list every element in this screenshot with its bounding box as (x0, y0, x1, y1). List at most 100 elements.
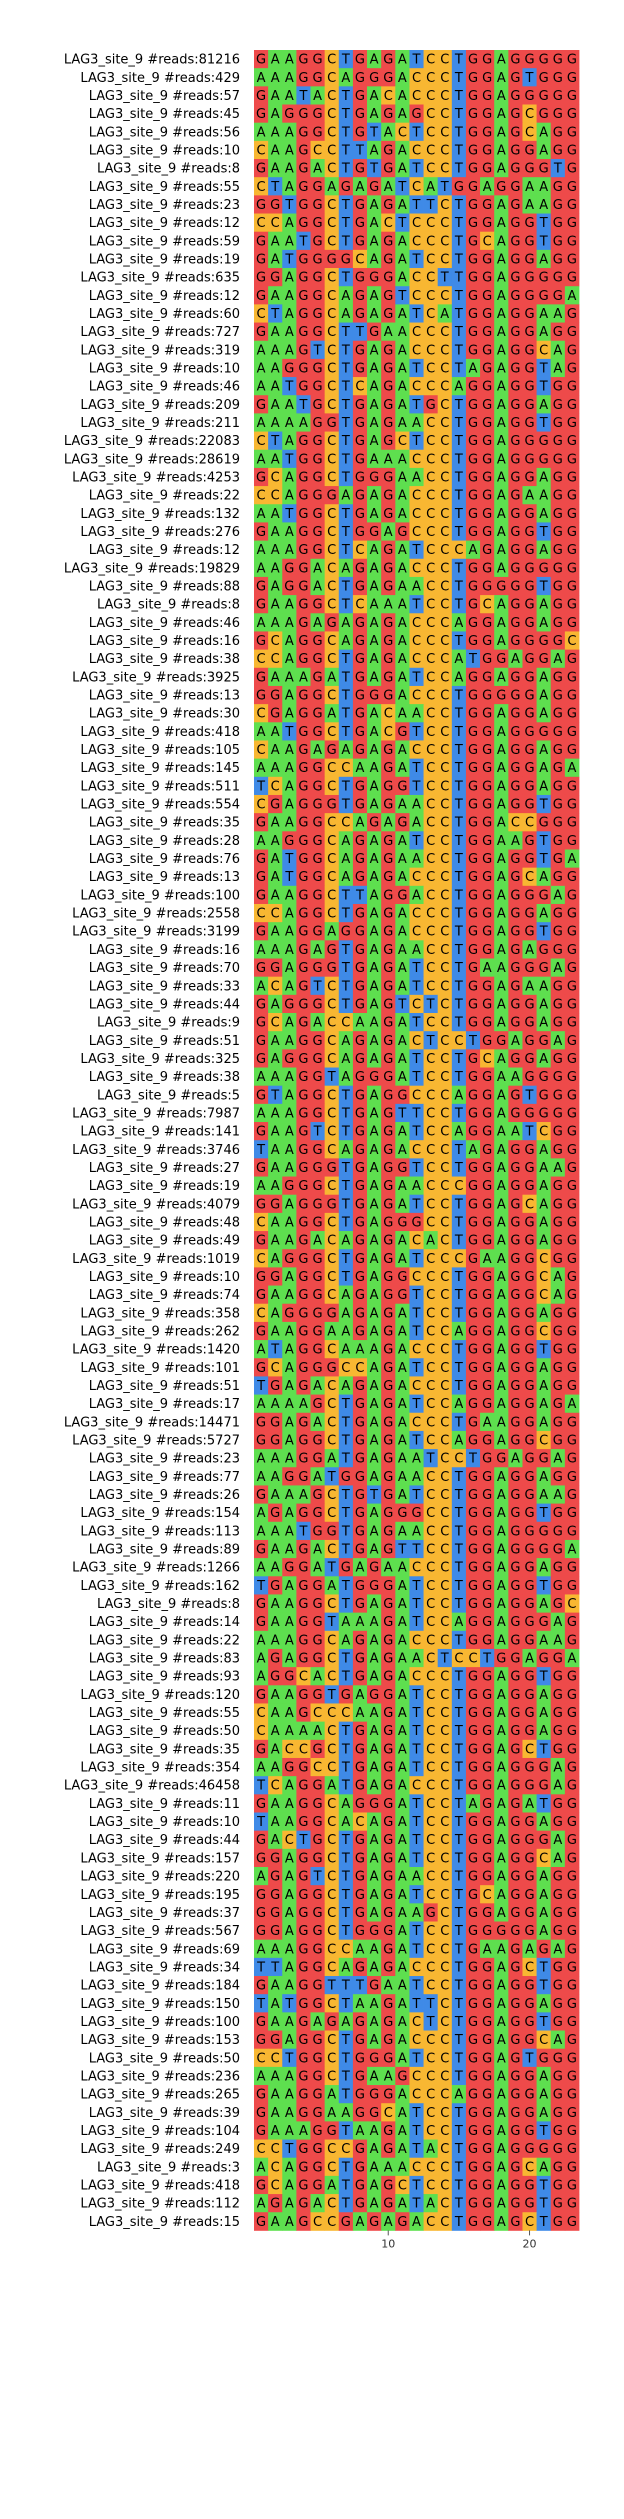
base-letter: G (313, 1960, 323, 1975)
base-letter: A (285, 634, 294, 649)
base-letter: A (285, 779, 294, 794)
base-letter: G (298, 1306, 308, 1321)
base-letter: G (468, 816, 478, 831)
base-letter: A (398, 1724, 407, 1739)
base-cell (352, 195, 368, 214)
base-letter: G (510, 707, 520, 722)
base-letter: C (440, 943, 449, 958)
base-letter: C (327, 1215, 336, 1230)
base-letter: A (370, 1016, 379, 1031)
base-letter: C (327, 271, 336, 286)
base-letter: G (553, 798, 563, 813)
base-letter: A (553, 1851, 562, 1866)
base-letter: A (271, 252, 280, 267)
base-letter: C (426, 271, 435, 286)
base-cell (564, 231, 580, 251)
base-letter: T (454, 1833, 463, 1848)
base-letter: G (553, 1797, 563, 1812)
base-letter: G (482, 1561, 492, 1576)
base-letter: A (412, 1524, 421, 1539)
base-cell (522, 86, 537, 105)
base-letter: T (298, 1833, 307, 1848)
base-letter: C (327, 1088, 336, 1103)
base-letter: C (426, 1179, 435, 1194)
base-letter: A (497, 216, 506, 231)
base-letter: A (285, 143, 294, 158)
base-letter: G (567, 670, 577, 685)
base-cell (381, 249, 396, 269)
base-letter: G (313, 852, 323, 867)
base-letter: A (285, 1688, 294, 1703)
base-letter: A (384, 525, 393, 540)
base-letter: G (468, 1779, 478, 1794)
base-letter: G (524, 1524, 534, 1539)
base-letter: G (313, 361, 323, 376)
base-letter: A (539, 1906, 548, 1921)
base-letter: G (327, 1524, 337, 1539)
base-cell (451, 304, 467, 323)
base-cell (522, 159, 537, 178)
base-letter: G (524, 325, 534, 340)
base-letter: C (426, 961, 435, 976)
base-letter: C (426, 743, 435, 758)
base-cell (381, 68, 396, 87)
base-letter: T (341, 1506, 350, 1521)
base-letter: A (497, 525, 506, 540)
base-letter: C (440, 1034, 449, 1049)
base-cell (254, 304, 269, 323)
base-letter: C (327, 1379, 336, 1394)
base-letter: T (454, 1561, 463, 1576)
row-label: LAG3_site_9 #reads:1019 (72, 1252, 240, 1267)
base-letter: G (482, 1924, 492, 1939)
base-letter: G (510, 1052, 520, 1067)
base-letter: A (285, 543, 294, 558)
base-letter: G (341, 1561, 351, 1576)
base-cell (564, 50, 580, 69)
base-letter: A (271, 1742, 280, 1757)
base-letter: G (284, 1179, 294, 1194)
base-letter: A (398, 870, 407, 885)
base-letter: G (567, 398, 577, 413)
base-letter: G (256, 1125, 266, 1140)
base-letter: A (271, 452, 280, 467)
base-letter: T (454, 979, 463, 994)
base-letter: G (355, 361, 365, 376)
base-letter: T (468, 1034, 477, 1049)
base-letter: A (539, 1197, 548, 1212)
base-cell (409, 322, 424, 342)
base-cell (254, 195, 269, 214)
base-letter: G (298, 1688, 308, 1703)
base-letter: G (298, 107, 308, 122)
base-letter: C (327, 307, 336, 322)
base-letter: A (497, 53, 506, 68)
base-letter: G (369, 1579, 379, 1594)
base-letter: G (524, 1761, 534, 1776)
base-letter: G (270, 198, 280, 213)
base-cell (564, 286, 580, 305)
base-cell (423, 268, 439, 287)
base-letter: G (567, 1488, 577, 1503)
base-letter: G (313, 1688, 323, 1703)
base-letter: G (510, 1742, 520, 1757)
base-letter: C (384, 707, 393, 722)
base-cell (465, 140, 481, 160)
base-letter: G (553, 71, 563, 86)
base-letter: G (256, 1234, 266, 1249)
base-letter: T (412, 1942, 421, 1957)
base-letter: G (468, 1016, 478, 1031)
base-letter: G (298, 925, 308, 940)
row-label: LAG3_site_9 #reads:727 (80, 325, 240, 340)
base-letter: A (271, 598, 280, 613)
base-letter: G (355, 1143, 365, 1158)
base-letter: A (398, 380, 407, 395)
base-letter: G (567, 598, 577, 613)
base-letter: G (256, 1415, 266, 1430)
row-label: LAG3_site_9 #reads:22 (89, 489, 240, 504)
base-letter: G (539, 434, 549, 449)
base-letter: C (327, 1397, 336, 1412)
row-label: LAG3_site_9 #reads:150 (80, 1997, 240, 2012)
base-letter: C (412, 1143, 421, 1158)
base-letter: A (398, 162, 407, 177)
base-cell (564, 86, 580, 105)
base-letter: C (440, 489, 449, 504)
